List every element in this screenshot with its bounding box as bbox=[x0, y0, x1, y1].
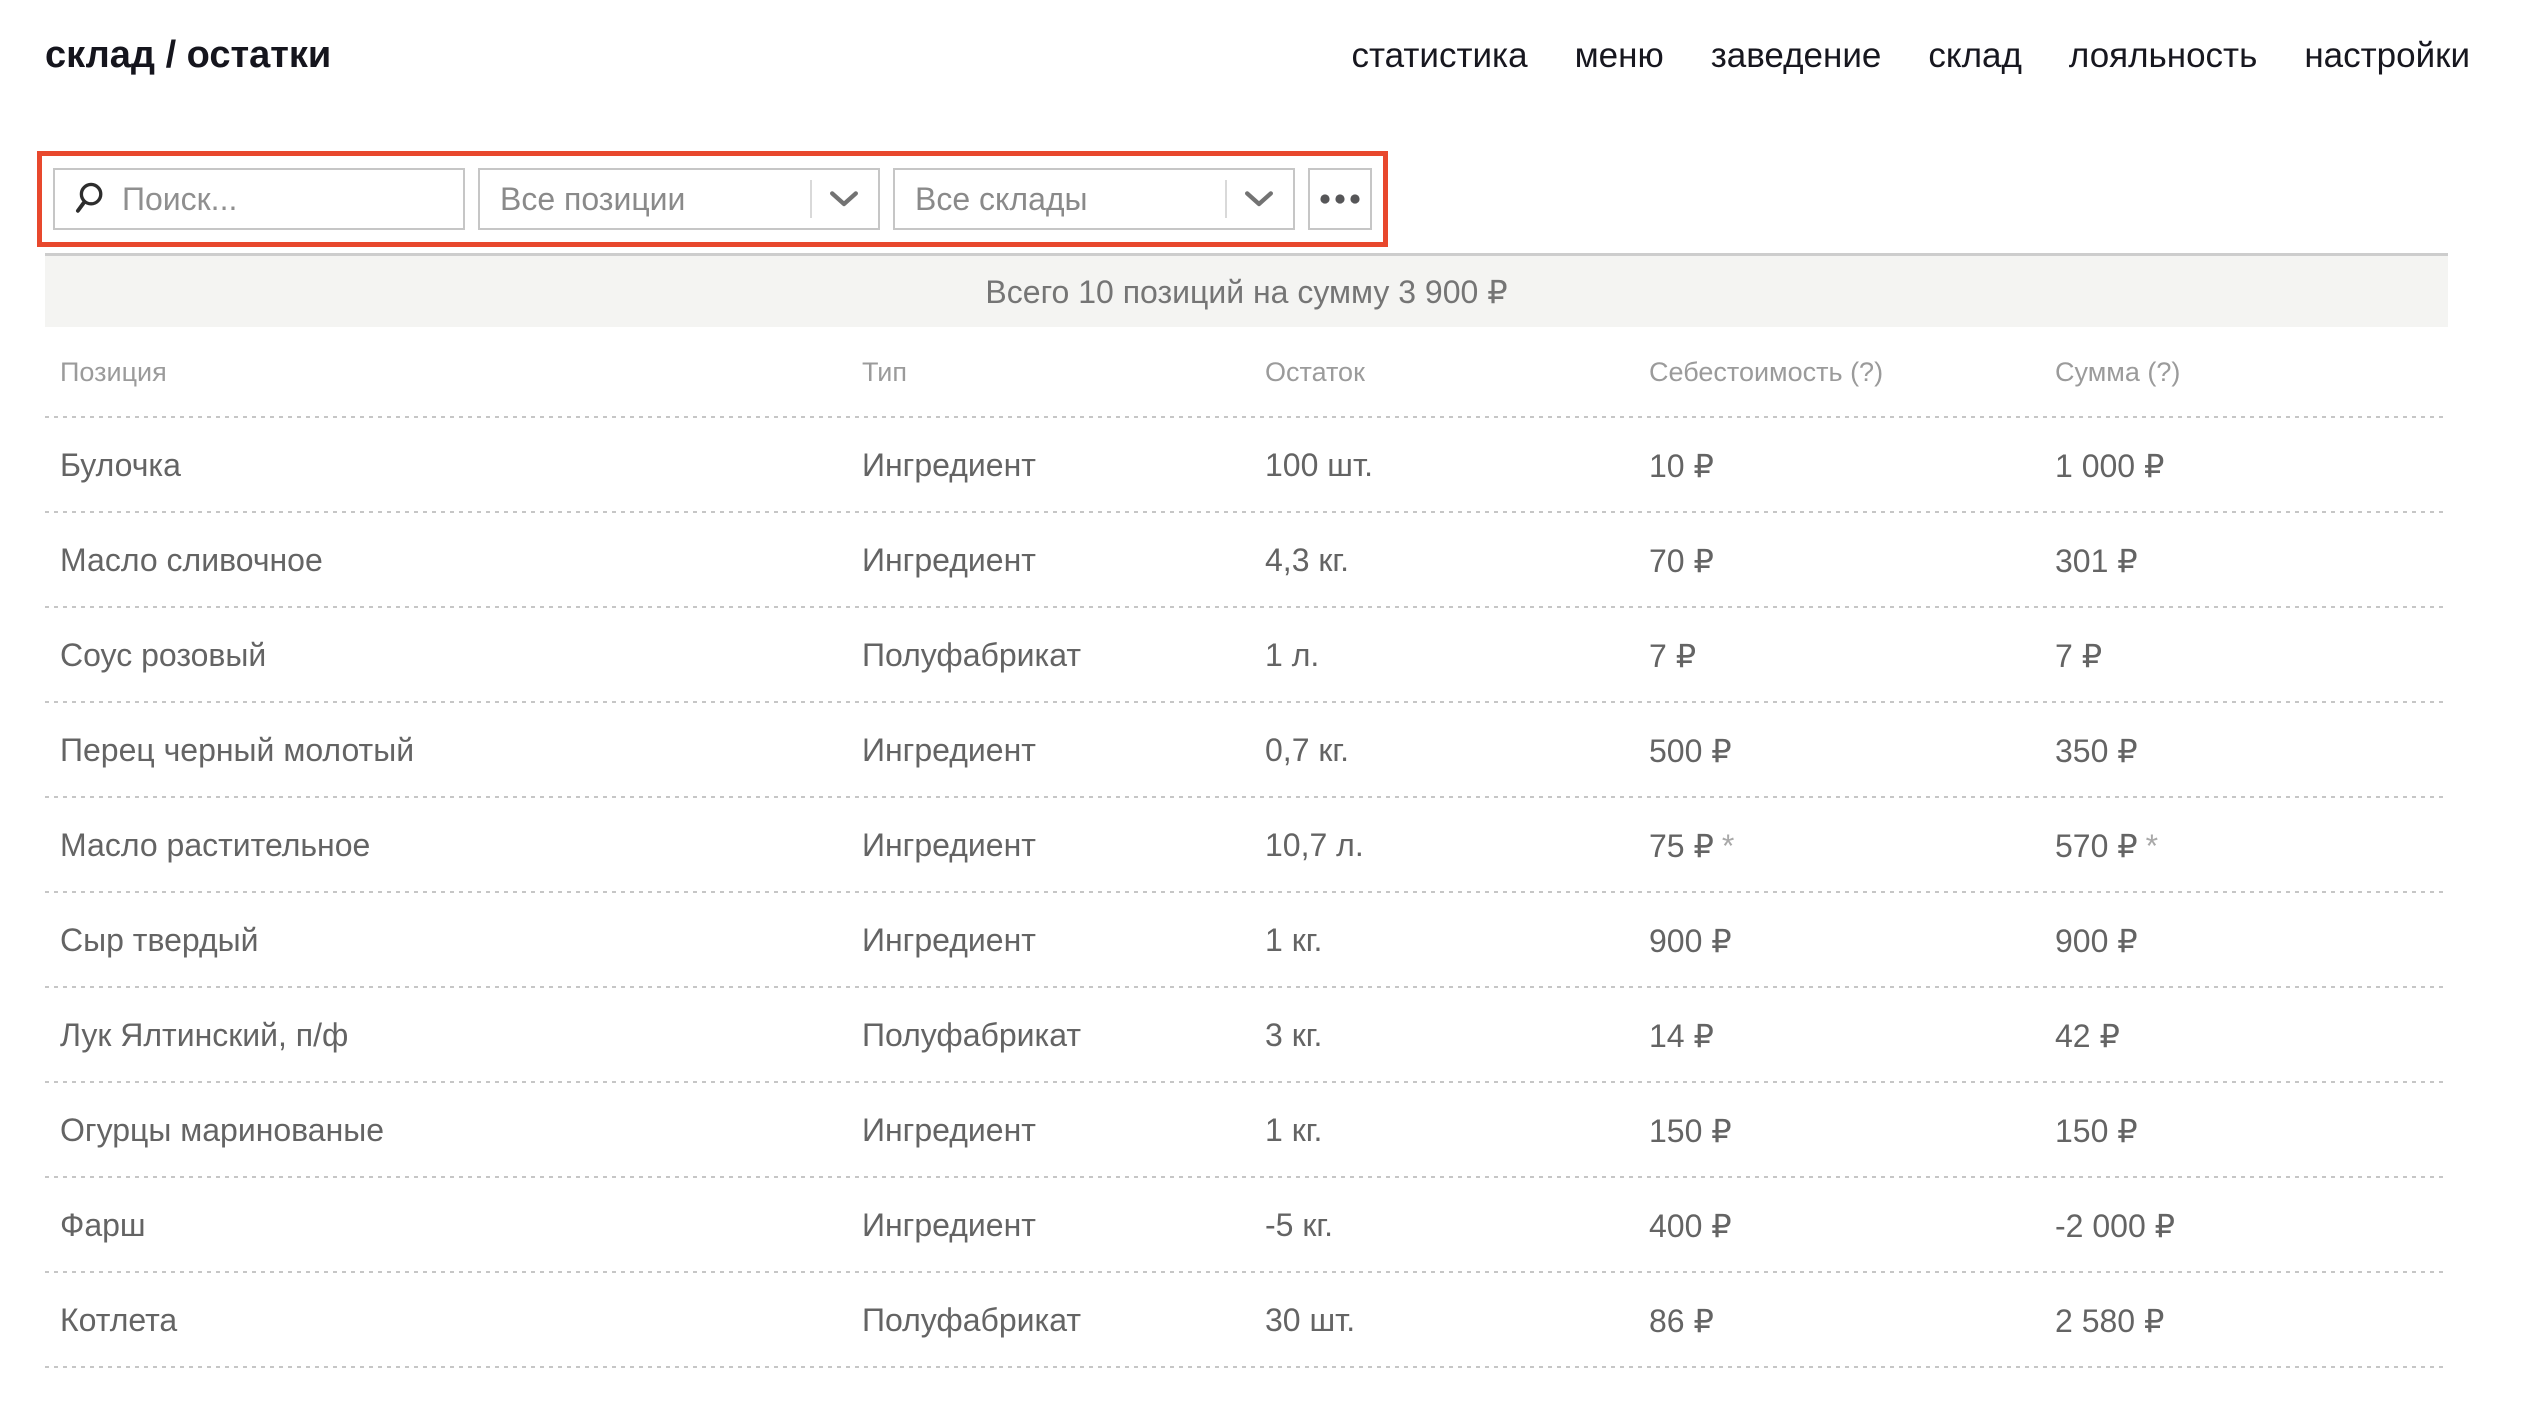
nav-item-venue[interactable]: заведение bbox=[1710, 36, 1882, 75]
table-row[interactable]: Огурцы маринованые Ингредиент 1 кг. 150 … bbox=[45, 1083, 2448, 1178]
page-title: склад / остатки bbox=[45, 34, 332, 76]
cell-position: Масло растительное bbox=[60, 827, 371, 863]
cell-cost: 500 ₽ bbox=[1649, 732, 1732, 769]
cell-stock: -5 кг. bbox=[1265, 1207, 1333, 1243]
cell-stock: 1 кг. bbox=[1265, 1112, 1323, 1148]
table-row[interactable]: Сыр твердый Ингредиент 1 кг. 900 ₽ 900 ₽ bbox=[45, 893, 2448, 988]
sum-asterisk: * bbox=[2145, 827, 2159, 864]
storages-dropdown-value: Все склады bbox=[915, 180, 1088, 217]
cell-cost: 75 ₽ * bbox=[1649, 827, 1735, 864]
cell-sum: -2 000 ₽ bbox=[2055, 1207, 2175, 1244]
cost-asterisk: * bbox=[1721, 827, 1735, 864]
chevron-down-icon bbox=[829, 190, 859, 208]
cell-position: Булочка bbox=[60, 447, 181, 483]
column-header-position: Позиция bbox=[60, 357, 167, 387]
cell-type: Ингредиент bbox=[862, 827, 1036, 863]
cell-position: Котлета bbox=[60, 1302, 178, 1338]
nav-item-menu[interactable]: меню bbox=[1574, 36, 1664, 75]
storages-dropdown[interactable]: Все склады bbox=[893, 168, 1295, 230]
cell-cost: 150 ₽ bbox=[1649, 1112, 1732, 1149]
column-header-stock: Остаток bbox=[1265, 357, 1365, 387]
table-row[interactable]: Лук Ялтинский, п/ф Полуфабрикат 3 кг. 14… bbox=[45, 988, 2448, 1083]
table-row[interactable]: Масло сливочное Ингредиент 4,3 кг. 70 ₽ … bbox=[45, 513, 2448, 608]
cell-cost: 7 ₽ bbox=[1649, 637, 1697, 674]
cell-stock: 1 л. bbox=[1265, 637, 1320, 673]
search-input[interactable] bbox=[122, 170, 463, 228]
summary-text: Всего 10 позиций на сумму 3 900 ₽ bbox=[985, 273, 1508, 310]
dropdown-divider bbox=[810, 180, 812, 218]
cell-sum: 150 ₽ bbox=[2055, 1112, 2138, 1149]
table-row[interactable]: Соус розовый Полуфабрикат 1 л. 7 ₽ 7 ₽ bbox=[45, 608, 2448, 703]
dropdown-controls bbox=[1225, 180, 1293, 218]
cell-stock: 1 кг. bbox=[1265, 922, 1323, 958]
cell-sum: 1 000 ₽ bbox=[2055, 447, 2165, 484]
cell-type: Ингредиент bbox=[862, 1112, 1036, 1148]
table-body: Булочка Ингредиент 100 шт. 10 ₽ 1 000 ₽ … bbox=[45, 418, 2448, 1368]
stock-table: Позиция Тип Остаток Себестоимость (?) Су… bbox=[45, 327, 2448, 1368]
cell-cost: 86 ₽ bbox=[1649, 1302, 1714, 1339]
table-row[interactable]: Масло растительное Ингредиент 10,7 л. 75… bbox=[45, 798, 2448, 893]
cell-type: Ингредиент bbox=[862, 542, 1036, 578]
cell-cost: 10 ₽ bbox=[1649, 447, 1714, 484]
cell-position: Лук Ялтинский, п/ф bbox=[60, 1017, 349, 1053]
table-row[interactable]: Котлета Полуфабрикат 30 шт. 86 ₽ 2 580 ₽ bbox=[45, 1273, 2448, 1368]
table-row[interactable]: Перец черный молотый Ингредиент 0,7 кг. … bbox=[45, 703, 2448, 798]
search-box bbox=[53, 168, 465, 230]
cell-sum: 2 580 ₽ bbox=[2055, 1302, 2165, 1339]
chevron-down-icon bbox=[1244, 190, 1274, 208]
cell-type: Полуфабрикат bbox=[862, 637, 1081, 673]
main-nav: статистика меню заведение склад лояльнос… bbox=[1352, 36, 2470, 76]
positions-dropdown-value: Все позиции bbox=[500, 180, 686, 217]
nav-item-warehouse[interactable]: склад bbox=[1928, 36, 2022, 75]
cell-sum: 42 ₽ bbox=[2055, 1017, 2120, 1054]
cell-sum: 301 ₽ bbox=[2055, 542, 2138, 579]
cell-stock: 4,3 кг. bbox=[1265, 542, 1350, 578]
cell-position: Сыр твердый bbox=[60, 922, 259, 958]
cell-stock: 100 шт. bbox=[1265, 447, 1373, 483]
summary-bar: Всего 10 позиций на сумму 3 900 ₽ bbox=[45, 253, 2448, 327]
cell-stock: 30 шт. bbox=[1265, 1302, 1356, 1338]
table-header-row: Позиция Тип Остаток Себестоимость (?) Су… bbox=[45, 327, 2448, 418]
cell-cost: 400 ₽ bbox=[1649, 1207, 1732, 1244]
cell-position: Масло сливочное bbox=[60, 542, 323, 578]
column-header-cost[interactable]: Себестоимость (?) bbox=[1649, 357, 1884, 387]
ellipsis-icon bbox=[1319, 193, 1361, 205]
filter-highlight-box: Все позиции Все склады bbox=[37, 151, 1388, 247]
positions-dropdown[interactable]: Все позиции bbox=[478, 168, 880, 230]
cell-sum: 350 ₽ bbox=[2055, 732, 2138, 769]
nav-item-settings[interactable]: настройки bbox=[2304, 36, 2470, 75]
search-icon bbox=[71, 181, 107, 217]
cell-cost: 14 ₽ bbox=[1649, 1017, 1714, 1054]
cell-position: Перец черный молотый bbox=[60, 732, 415, 768]
cell-position: Соус розовый bbox=[60, 637, 267, 673]
cell-type: Ингредиент bbox=[862, 447, 1036, 483]
cell-position: Фарш bbox=[60, 1207, 146, 1243]
cell-cost: 70 ₽ bbox=[1649, 542, 1714, 579]
cell-stock: 3 кг. bbox=[1265, 1017, 1323, 1053]
cell-sum: 7 ₽ bbox=[2055, 637, 2103, 674]
dropdown-divider bbox=[1225, 180, 1227, 218]
cell-cost: 900 ₽ bbox=[1649, 922, 1732, 959]
table-row[interactable]: Булочка Ингредиент 100 шт. 10 ₽ 1 000 ₽ bbox=[45, 418, 2448, 513]
nav-item-loyalty[interactable]: лояльность bbox=[2068, 36, 2258, 75]
cell-type: Ингредиент bbox=[862, 922, 1036, 958]
cell-type: Ингредиент bbox=[862, 732, 1036, 768]
cell-type: Полуфабрикат bbox=[862, 1302, 1081, 1338]
cell-type: Ингредиент bbox=[862, 1207, 1036, 1243]
table-row[interactable]: Фарш Ингредиент -5 кг. 400 ₽ -2 000 ₽ bbox=[45, 1178, 2448, 1273]
cell-stock: 10,7 л. bbox=[1265, 827, 1364, 863]
nav-item-statistics[interactable]: статистика bbox=[1351, 36, 1528, 75]
column-header-type: Тип bbox=[862, 357, 908, 387]
cell-sum: 570 ₽ * bbox=[2055, 827, 2159, 864]
cell-stock: 0,7 кг. bbox=[1265, 732, 1350, 768]
dropdown-controls bbox=[810, 180, 878, 218]
cell-type: Полуфабрикат bbox=[862, 1017, 1081, 1053]
cell-sum: 900 ₽ bbox=[2055, 922, 2138, 959]
more-filters-button[interactable] bbox=[1308, 168, 1372, 230]
cell-position: Огурцы маринованые bbox=[60, 1112, 385, 1148]
topbar: склад / остатки статистика меню заведени… bbox=[0, 0, 2522, 77]
column-header-sum[interactable]: Сумма (?) bbox=[2055, 357, 2181, 387]
